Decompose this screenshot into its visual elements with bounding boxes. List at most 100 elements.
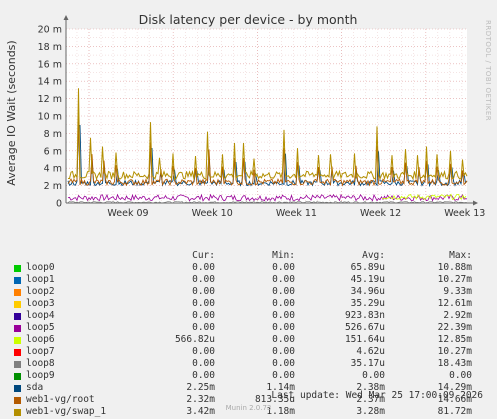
legend-avg: 45.19u: [350, 274, 385, 285]
munin-version: Munin 2.0.73: [225, 404, 272, 412]
legend-swatch: [14, 373, 21, 380]
legend-cur: 3.42m: [186, 406, 215, 417]
legend-min: 813.35u: [254, 394, 295, 405]
legend-swatch: [14, 277, 21, 284]
y-axis-label: Average IO Wait (seconds): [5, 40, 18, 185]
y-tick-label: 16 m: [38, 59, 62, 70]
legend-swatch: [14, 409, 21, 416]
y-tick-label: 12 m: [38, 94, 62, 105]
legend-max: 12.85m: [437, 334, 472, 345]
legend-cur: 0.00: [192, 274, 215, 285]
legend-avg: 2.37m: [356, 394, 385, 405]
legend-label: loop6: [26, 334, 55, 345]
y-tick-label: 10 m: [38, 112, 62, 123]
legend-cur: 0.00: [192, 358, 215, 369]
legend-min: 0.00: [272, 370, 295, 381]
legend-row: loop2 0.00 0.00 34.96u 9.33m: [14, 286, 484, 298]
col-min-header: Min:: [272, 250, 295, 261]
legend-row: web1-vg/root 2.32m 813.35u 2.37m 14.66m: [14, 394, 484, 406]
y-tick-label: 0: [56, 199, 62, 210]
legend-row: loop4 0.00 0.00 923.83n 2.92m: [14, 310, 484, 322]
legend-swatch: [14, 325, 21, 332]
x-axis-arrow: [473, 200, 478, 206]
legend-label: loop9: [26, 370, 55, 381]
legend-cur: 0.00: [192, 370, 215, 381]
legend-cur: 0.00: [192, 346, 215, 357]
rrdtool-credit: RRDTOOL / TOBI OETIKER: [484, 20, 492, 121]
x-tick-label: Week 09: [107, 208, 148, 219]
legend-avg: 0.00: [362, 370, 385, 381]
y-tick-label: 18 m: [38, 42, 62, 53]
x-tick-label: Week 13: [444, 208, 485, 219]
chart: Disk latency per device - by month Avera…: [5, 12, 492, 219]
legend-avg: 923.83n: [344, 310, 385, 321]
legend-max: 14.29m: [437, 382, 472, 393]
legend-max: 2.92m: [443, 310, 472, 321]
legend-label: loop3: [26, 298, 55, 309]
legend-cur: 2.25m: [186, 382, 215, 393]
legend-row: loop1 0.00 0.00 45.19u 10.27m: [14, 274, 484, 286]
legend-min: 0.00: [272, 298, 295, 309]
last-update: Last update: Wed Mar 25 17:00:09 2026: [271, 390, 483, 401]
legend-row: loop6 566.82u 0.00 151.64u 12.85m: [14, 334, 484, 346]
y-tick-label: 4 m: [44, 164, 62, 175]
legend-label: loop0: [26, 262, 55, 273]
legend-cur: 0.00: [192, 262, 215, 273]
legend-max: 22.39m: [437, 322, 472, 333]
legend-label: loop4: [26, 310, 55, 321]
legend-avg: 2.38m: [356, 382, 385, 393]
legend-row: loop9 0.00 0.00 0.00 0.00: [14, 370, 484, 382]
legend-cur: 0.00: [192, 322, 215, 333]
legend-swatch: [14, 313, 21, 320]
legend-label: loop1: [26, 274, 55, 285]
legend-max: 10.27m: [437, 274, 472, 285]
legend-row: loop3 0.00 0.00 35.29u 12.61m: [14, 298, 484, 310]
legend-min: 0.00: [272, 286, 295, 297]
x-tick-label: Week 12: [360, 208, 401, 219]
legend-min: 0.00: [272, 334, 295, 345]
legend-avg: 35.17u: [350, 358, 385, 369]
col-cur-header: Cur:: [192, 250, 215, 261]
legend-swatch: [14, 361, 21, 368]
y-axis-arrow: [63, 15, 69, 20]
legend-avg: 526.67u: [344, 322, 385, 333]
legend-min: 1.18m: [266, 406, 295, 417]
x-tick-label: Week 11: [276, 208, 317, 219]
legend-row: sda 2.25m 1.14m 2.38m 14.29m: [14, 382, 484, 394]
legend: Cur: Min: Avg: Max: loop0 0.00 0.00 65.89u 1…: [14, 250, 484, 418]
x-tick-label: Week 10: [192, 208, 233, 219]
y-tick-label: 2 m: [44, 181, 62, 192]
legend-swatch: [14, 289, 21, 296]
legend-avg: 151.64u: [344, 334, 385, 345]
legend-max: 9.33m: [443, 286, 472, 297]
legend-label: loop2: [26, 286, 55, 297]
legend-max: 0.00: [449, 370, 472, 381]
y-tick-label: 8 m: [44, 129, 62, 140]
legend-cur: 566.82u: [174, 334, 215, 345]
legend-swatch: [14, 349, 21, 356]
legend-max: 14.66m: [437, 394, 472, 405]
legend-avg: 4.62u: [356, 346, 385, 357]
legend-row: web1-vg/swap_1 3.42m 1.18m 3.28m 81.72m: [14, 406, 484, 418]
col-avg-header: Avg:: [362, 250, 385, 261]
legend-label: loop5: [26, 322, 55, 333]
legend-avg: 35.29u: [350, 298, 385, 309]
legend-cur: 0.00: [192, 298, 215, 309]
legend-header: Cur: Min: Avg: Max:: [14, 250, 484, 262]
legend-avg: 3.28m: [356, 406, 385, 417]
series-web1-vg-root: [67, 116, 468, 187]
col-max-header: Max:: [449, 250, 472, 261]
legend-min: 1.14m: [266, 382, 295, 393]
legend-label: web1-vg/swap_1: [26, 406, 107, 417]
legend-label: web1-vg/root: [26, 394, 95, 405]
series-loop6: [381, 193, 467, 201]
legend-label: sda: [26, 382, 44, 393]
legend-min: 0.00: [272, 274, 295, 285]
legend-row: loop7 0.00 0.00 4.62u 10.27m: [14, 346, 484, 358]
legend-swatch: [14, 337, 21, 344]
legend-swatch: [14, 397, 21, 404]
legend-row: loop8 0.00 0.00 35.17u 18.43m: [14, 358, 484, 370]
legend-avg: 65.89u: [350, 262, 385, 273]
legend-avg: 34.96u: [350, 286, 385, 297]
legend-min: 0.00: [272, 262, 295, 273]
